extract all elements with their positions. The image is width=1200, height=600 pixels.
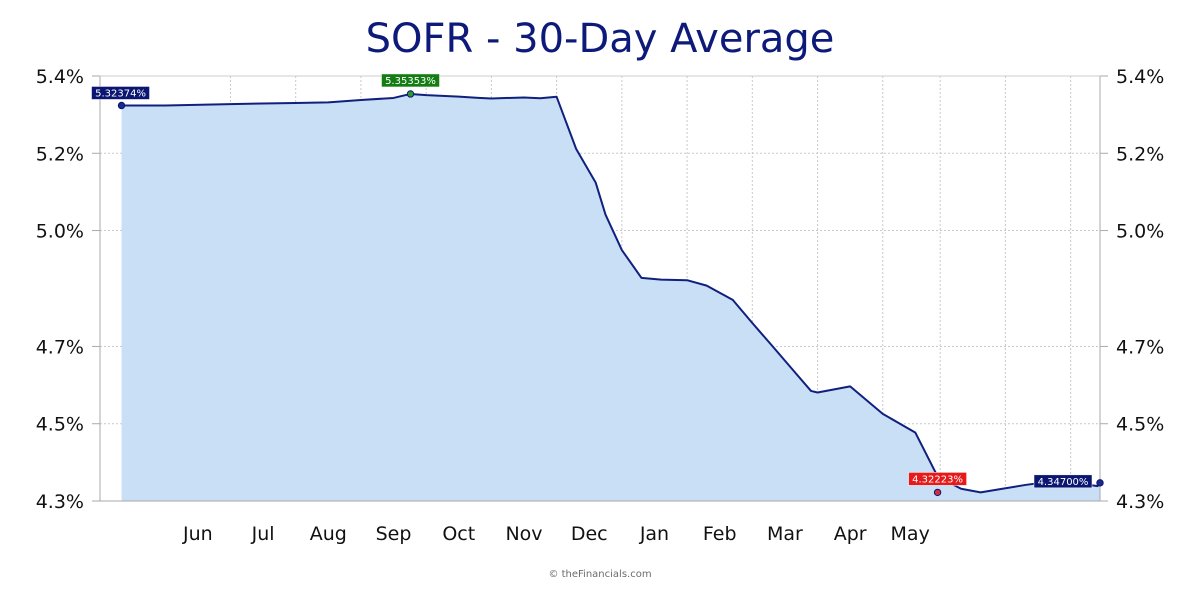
callout-badge	[908, 472, 967, 486]
marker-layer	[117, 90, 1104, 497]
x-tick-label: Mar	[767, 523, 803, 545]
y-tick-label-left: 5.0%	[36, 221, 84, 243]
y-tick-label-left: 4.5%	[36, 414, 84, 436]
credit-footer: © theFinancials.com	[548, 569, 652, 580]
x-tick-label: Dec	[571, 523, 608, 545]
callout-label: 5.35353%	[385, 76, 436, 87]
callout-badge	[381, 73, 440, 88]
x-tick-label: Jun	[182, 523, 213, 545]
callout-marker	[1096, 479, 1104, 487]
x-tick-label: Oct	[442, 523, 475, 545]
y-tick-label-right: 4.5%	[1116, 414, 1164, 436]
x-tick-label: May	[891, 523, 930, 545]
callout-label: 4.34700%	[1038, 477, 1089, 488]
chart-title: SOFR - 30-Day Average	[365, 16, 835, 62]
x-tick-label: Sep	[376, 523, 412, 545]
x-tick-label: Nov	[505, 523, 542, 545]
callout-marker	[117, 101, 126, 110]
y-tick-label-left: 4.7%	[36, 336, 84, 358]
y-tick-label-left: 5.2%	[36, 143, 84, 165]
callout-marker	[933, 488, 942, 497]
y-tick-label-right: 5.4%	[1116, 66, 1164, 88]
y-tick-label-right: 4.7%	[1116, 336, 1164, 358]
axis-layer: 4.3% 4.3% 4.5% 4.5% 4.7% 4.7% 5.0% 5.0% 5.2% 5.2%…	[36, 66, 1165, 545]
y-tick-label-right: 4.3%	[1116, 491, 1164, 513]
x-tick-label: Apr	[834, 523, 867, 545]
callout-marker	[406, 90, 415, 98]
x-tick-label: Feb	[703, 523, 737, 545]
x-tick-label: Jul	[251, 523, 275, 545]
callout-badge	[1033, 474, 1093, 489]
y-tick-label-left: 5.4%	[36, 66, 84, 88]
series-area-fill	[121, 93, 1100, 501]
label-layer: 5.32374% 5.35353% 4.32223% 4.34700%	[91, 73, 1093, 489]
x-tick-label: Jan	[639, 523, 669, 545]
y-tick-label-left: 4.3%	[36, 491, 84, 513]
x-tick-label: Aug	[310, 523, 347, 545]
y-tick-label-right: 5.2%	[1116, 143, 1164, 165]
y-tick-label-right: 5.0%	[1116, 221, 1164, 243]
area-layer	[121, 92, 1101, 501]
callout-label: 4.32223%	[912, 474, 963, 485]
callout-badge	[91, 86, 150, 100]
callout-label: 5.32374%	[95, 88, 146, 99]
